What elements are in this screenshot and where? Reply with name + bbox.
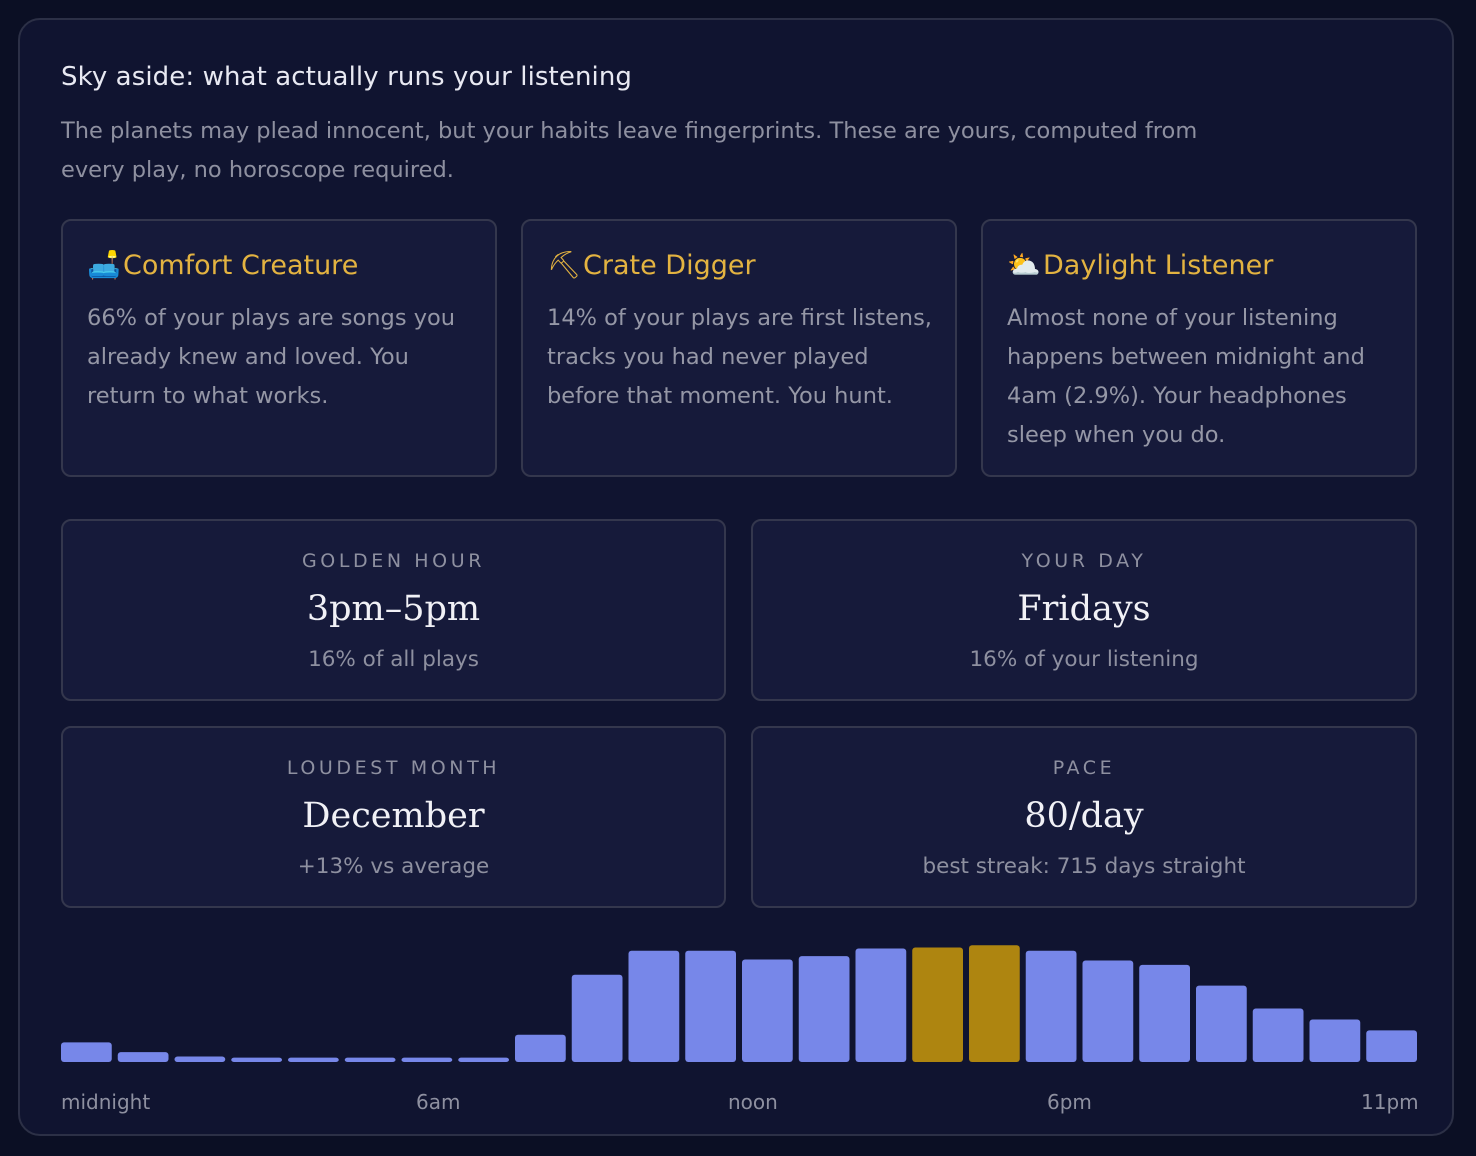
axis-tick-label: 6am — [416, 1090, 461, 1114]
stat-card-loudest-month: LOUDEST MONTH December +13% vs average — [61, 726, 726, 908]
sun-behind-cloud-icon: ⛅ — [1007, 250, 1041, 281]
trait-description: Almost none of your listening happens be… — [1007, 305, 1365, 448]
hour-bar-0 — [61, 1042, 112, 1062]
hour-bar-8 — [515, 1034, 566, 1062]
stat-label: PACE — [1052, 757, 1116, 779]
hourly-plays-chart — [61, 945, 1417, 1062]
stat-label: YOUR DAY — [1021, 550, 1147, 572]
hour-bar-13 — [798, 956, 850, 1062]
hour-bar-9 — [571, 974, 623, 1062]
hour-bar-22 — [1309, 1019, 1361, 1062]
stat-detail: +13% vs average — [297, 854, 490, 879]
hour-bar-19 — [1139, 964, 1190, 1062]
hour-bar-6 — [401, 1057, 453, 1062]
hour-bar-4 — [288, 1057, 339, 1062]
trait-description: 14% of your plays are first listens, tra… — [547, 305, 932, 409]
stat-card-your-day: YOUR DAY Fridays 16% of your listening — [751, 519, 1417, 701]
trait-description: 66% of your plays are songs you already … — [87, 305, 456, 409]
hour-bar-16 — [969, 945, 1020, 1062]
axis-tick-label: 6pm — [1047, 1090, 1092, 1114]
hour-bar-15 — [912, 947, 963, 1062]
hour-bar-2 — [174, 1056, 226, 1062]
trait-card-daylight-listener: ⛅Daylight Listener Almost none of your l… — [981, 219, 1417, 477]
hour-bar-14 — [855, 948, 907, 1062]
hour-bar-21 — [1252, 1008, 1304, 1062]
axis-tick-label: noon — [728, 1090, 778, 1114]
stat-detail: best streak: 715 days straight — [922, 854, 1246, 879]
hour-bar-10 — [628, 950, 680, 1062]
hour-bar-11 — [685, 950, 736, 1062]
stat-detail: 16% of all plays — [308, 647, 479, 672]
trait-card-crate-digger: ⛏Crate Digger 14% of your plays are firs… — [521, 219, 957, 477]
stat-card-golden-hour: GOLDEN HOUR 3pm–5pm 16% of all plays — [61, 519, 726, 701]
hour-bar-20 — [1196, 985, 1247, 1062]
hour-bar-23 — [1366, 1030, 1417, 1062]
hour-bar-17 — [1025, 950, 1077, 1062]
stat-value: Fridays — [1017, 589, 1151, 629]
stat-detail: 16% of your listening — [969, 647, 1199, 672]
hour-bar-3 — [231, 1057, 282, 1062]
trait-title: Daylight Listener — [1043, 250, 1274, 281]
trait-title: Comfort Creature — [123, 250, 359, 281]
hour-bar-7 — [458, 1057, 509, 1062]
stat-value: December — [302, 796, 485, 836]
stat-value: 80/day — [1024, 796, 1144, 836]
pick-icon: ⛏ — [547, 250, 582, 281]
trait-title: Crate Digger — [583, 250, 756, 281]
trait-card-comfort-creature: 🛋️Comfort Creature 66% of your plays are… — [61, 219, 497, 477]
hour-bar-1 — [117, 1052, 169, 1062]
couch-icon: 🛋️ — [87, 250, 121, 281]
axis-tick-label: 11pm — [1361, 1090, 1419, 1114]
hour-bar-18 — [1082, 960, 1134, 1062]
section-subtitle: The planets may plead innocent, but your… — [61, 118, 1198, 183]
stat-label: GOLDEN HOUR — [301, 550, 486, 572]
hour-bar-12 — [742, 959, 793, 1062]
hour-bar-5 — [344, 1057, 396, 1062]
listening-habits-panel: Sky aside: what actually runs your liste… — [18, 18, 1454, 1136]
stat-value: 3pm–5pm — [306, 589, 481, 629]
axis-tick-label: midnight — [61, 1090, 151, 1114]
stat-label: LOUDEST MONTH — [286, 757, 501, 779]
stat-card-pace: PACE 80/day best streak: 715 days straig… — [751, 726, 1417, 908]
section-title: Sky aside: what actually runs your liste… — [61, 62, 633, 92]
